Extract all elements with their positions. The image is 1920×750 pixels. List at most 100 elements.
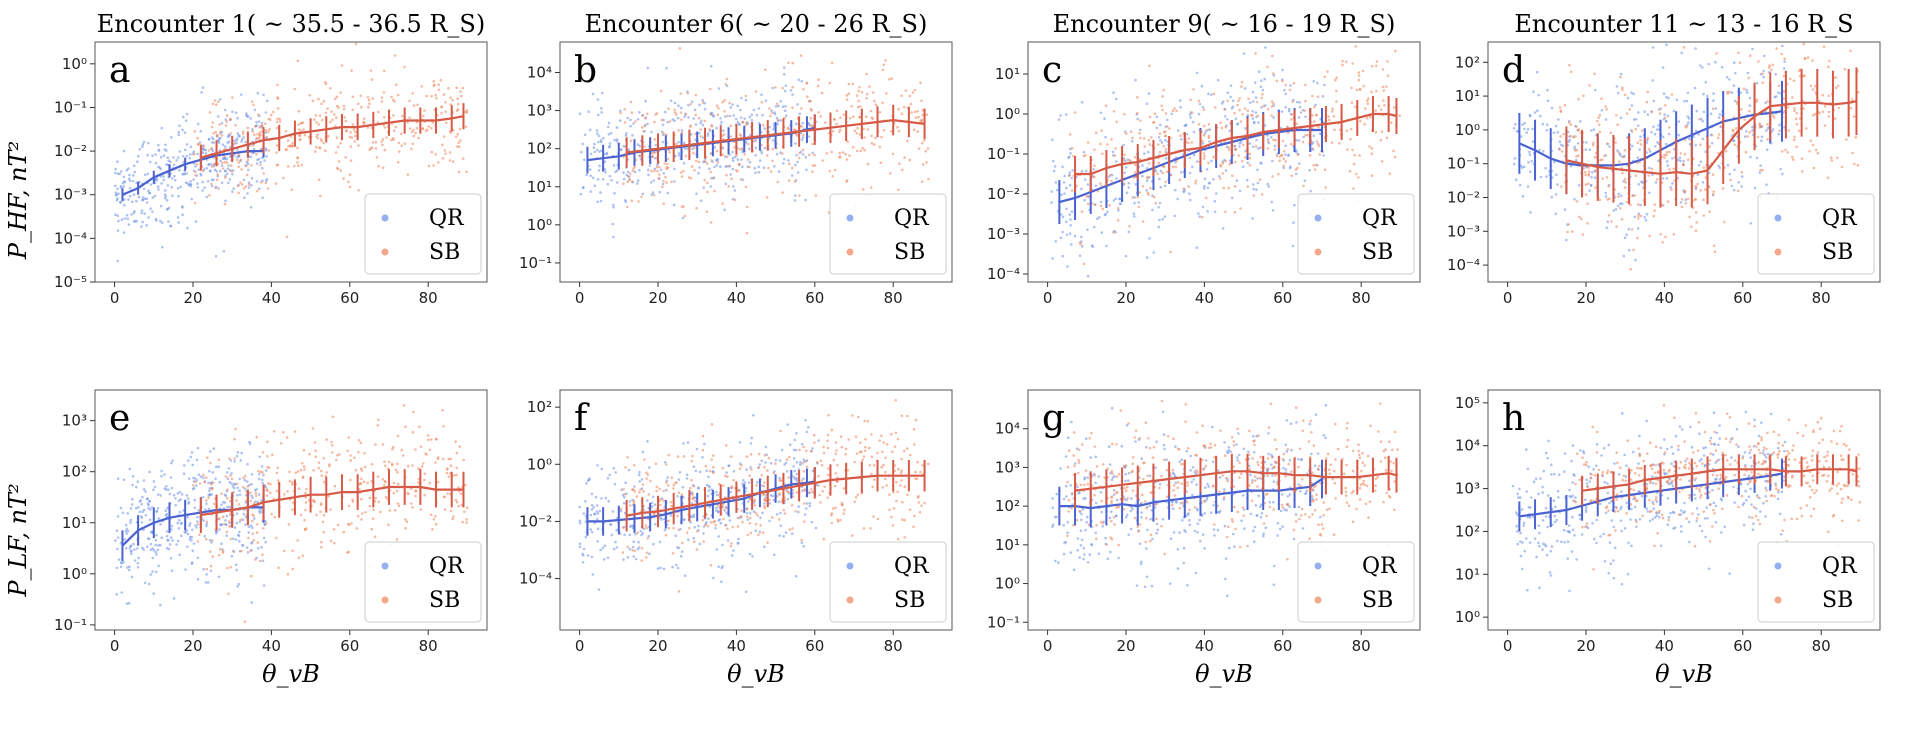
scatter-point-qr [1513,157,1517,160]
scatter-point-qr [149,548,153,551]
scatter-point-sb [442,135,446,138]
scatter-point-qr [757,107,761,110]
scatter-point-sb [349,131,352,134]
scatter-point-qr [209,450,212,453]
scatter-point-qr [1065,233,1069,237]
panel-b: Encounter 6( ~ 20 - 26 R_S)0 20 40 60 8010⁻¹… [519,10,953,307]
scatter-point-sb [448,151,452,154]
scatter-point-qr [184,148,187,152]
scatter-point-sb [848,117,852,120]
scatter-point-qr [132,174,135,177]
scatter-point-qr [774,105,778,108]
x-tick-label: 80 [884,289,903,307]
scatter-point-qr [683,147,687,150]
scatter-point-sb [643,145,646,149]
y-tick-label: 10² [527,140,552,158]
scatter-point-sb [1380,130,1384,133]
scatter-point-qr [796,103,799,106]
scatter-point-sb [1246,109,1250,112]
scatter-point-sb [650,151,654,155]
scatter-point-sb [334,97,337,101]
scatter-point-qr [1206,210,1209,213]
scatter-point-qr [1544,166,1547,170]
scatter-point-qr [265,179,268,182]
scatter-point-qr [1781,172,1784,176]
scatter-point-qr [624,481,627,485]
scatter-point-qr [1197,112,1201,116]
scatter-point-qr [159,494,162,497]
scatter-point-qr [258,455,262,459]
scatter-point-qr [722,129,725,132]
scatter-point-sb [1168,127,1171,130]
scatter-point-qr [147,216,150,219]
scatter-point-qr [187,459,190,462]
scatter-point-qr [587,110,590,113]
scatter-point-qr [605,152,609,156]
scatter-point-qr [737,537,740,541]
scatter-point-qr [771,494,774,498]
scatter-point-sb [1827,94,1831,98]
scatter-point-sb [735,154,738,157]
scatter-point-qr [604,496,608,500]
scatter-point-sb [1157,161,1160,165]
scatter-point-sb [1557,147,1561,151]
scatter-point-qr [187,183,191,187]
scatter-point-qr [712,114,715,118]
scatter-point-sb [333,113,336,116]
scatter-point-sb [367,98,371,102]
scatter-point-qr [1672,109,1676,113]
scatter-point-sb [328,120,332,124]
scatter-point-sb [311,99,315,103]
scatter-point-qr [627,468,631,472]
scatter-point-sb [308,452,311,456]
scatter-point-qr [1134,183,1137,186]
scatter-point-qr [264,111,268,114]
scatter-point-sb [735,169,738,172]
scatter-point-qr [140,521,144,524]
scatter-point-sb [916,110,919,113]
scatter-point-sb [1560,150,1564,153]
x-tick-label: 0 [110,289,120,307]
scatter-point-qr [119,201,122,204]
scatter-point-sb [869,109,873,113]
scatter-point-qr [1236,122,1239,126]
scatter-point-qr [245,546,249,549]
scatter-point-sb [375,156,379,159]
scatter-point-sb [1094,203,1097,206]
scatter-point-qr [748,147,751,151]
scatter-point-sb [659,89,663,93]
scatter-point-qr [750,118,754,122]
scatter-point-qr [728,519,732,522]
scatter-point-sb [207,149,211,152]
scatter-point-qr [1284,106,1287,109]
panel-d: Encounter 11 ~ 13 - 16 R_S0 20 40 60 8010⁻⁴1… [1447,10,1881,307]
scatter-point-sb [845,94,849,97]
scatter-point-qr [162,178,165,182]
scatter-point-sb [338,453,341,456]
scatter-point-sb [884,59,887,62]
scatter-point-qr [1733,99,1737,103]
scatter-point-qr [614,471,617,474]
scatter-point-qr [114,539,117,542]
scatter-point-sb [1255,100,1259,104]
scatter-point-qr [115,566,119,570]
scatter-point-qr [1746,71,1750,75]
scatter-point-sb [358,487,361,491]
scatter-point-qr [153,485,157,489]
scatter-point-qr [662,172,666,175]
scatter-point-sb [317,97,320,101]
scatter-point-qr [1165,157,1168,160]
scatter-point-sb [463,510,466,513]
scatter-point-qr [1273,144,1277,148]
scatter-point-sb [1266,140,1270,143]
scatter-point-sb [319,502,323,505]
scatter-point-qr [1525,131,1528,134]
scatter-point-sb [1621,155,1624,159]
scatter-point-sb [921,113,925,117]
legend-marker-sb [1314,248,1322,256]
scatter-point-qr [157,148,160,152]
scatter-point-qr [805,502,809,505]
scatter-point-sb [710,159,713,162]
scatter-point-qr [1732,84,1736,87]
scatter-point-qr [226,471,229,474]
